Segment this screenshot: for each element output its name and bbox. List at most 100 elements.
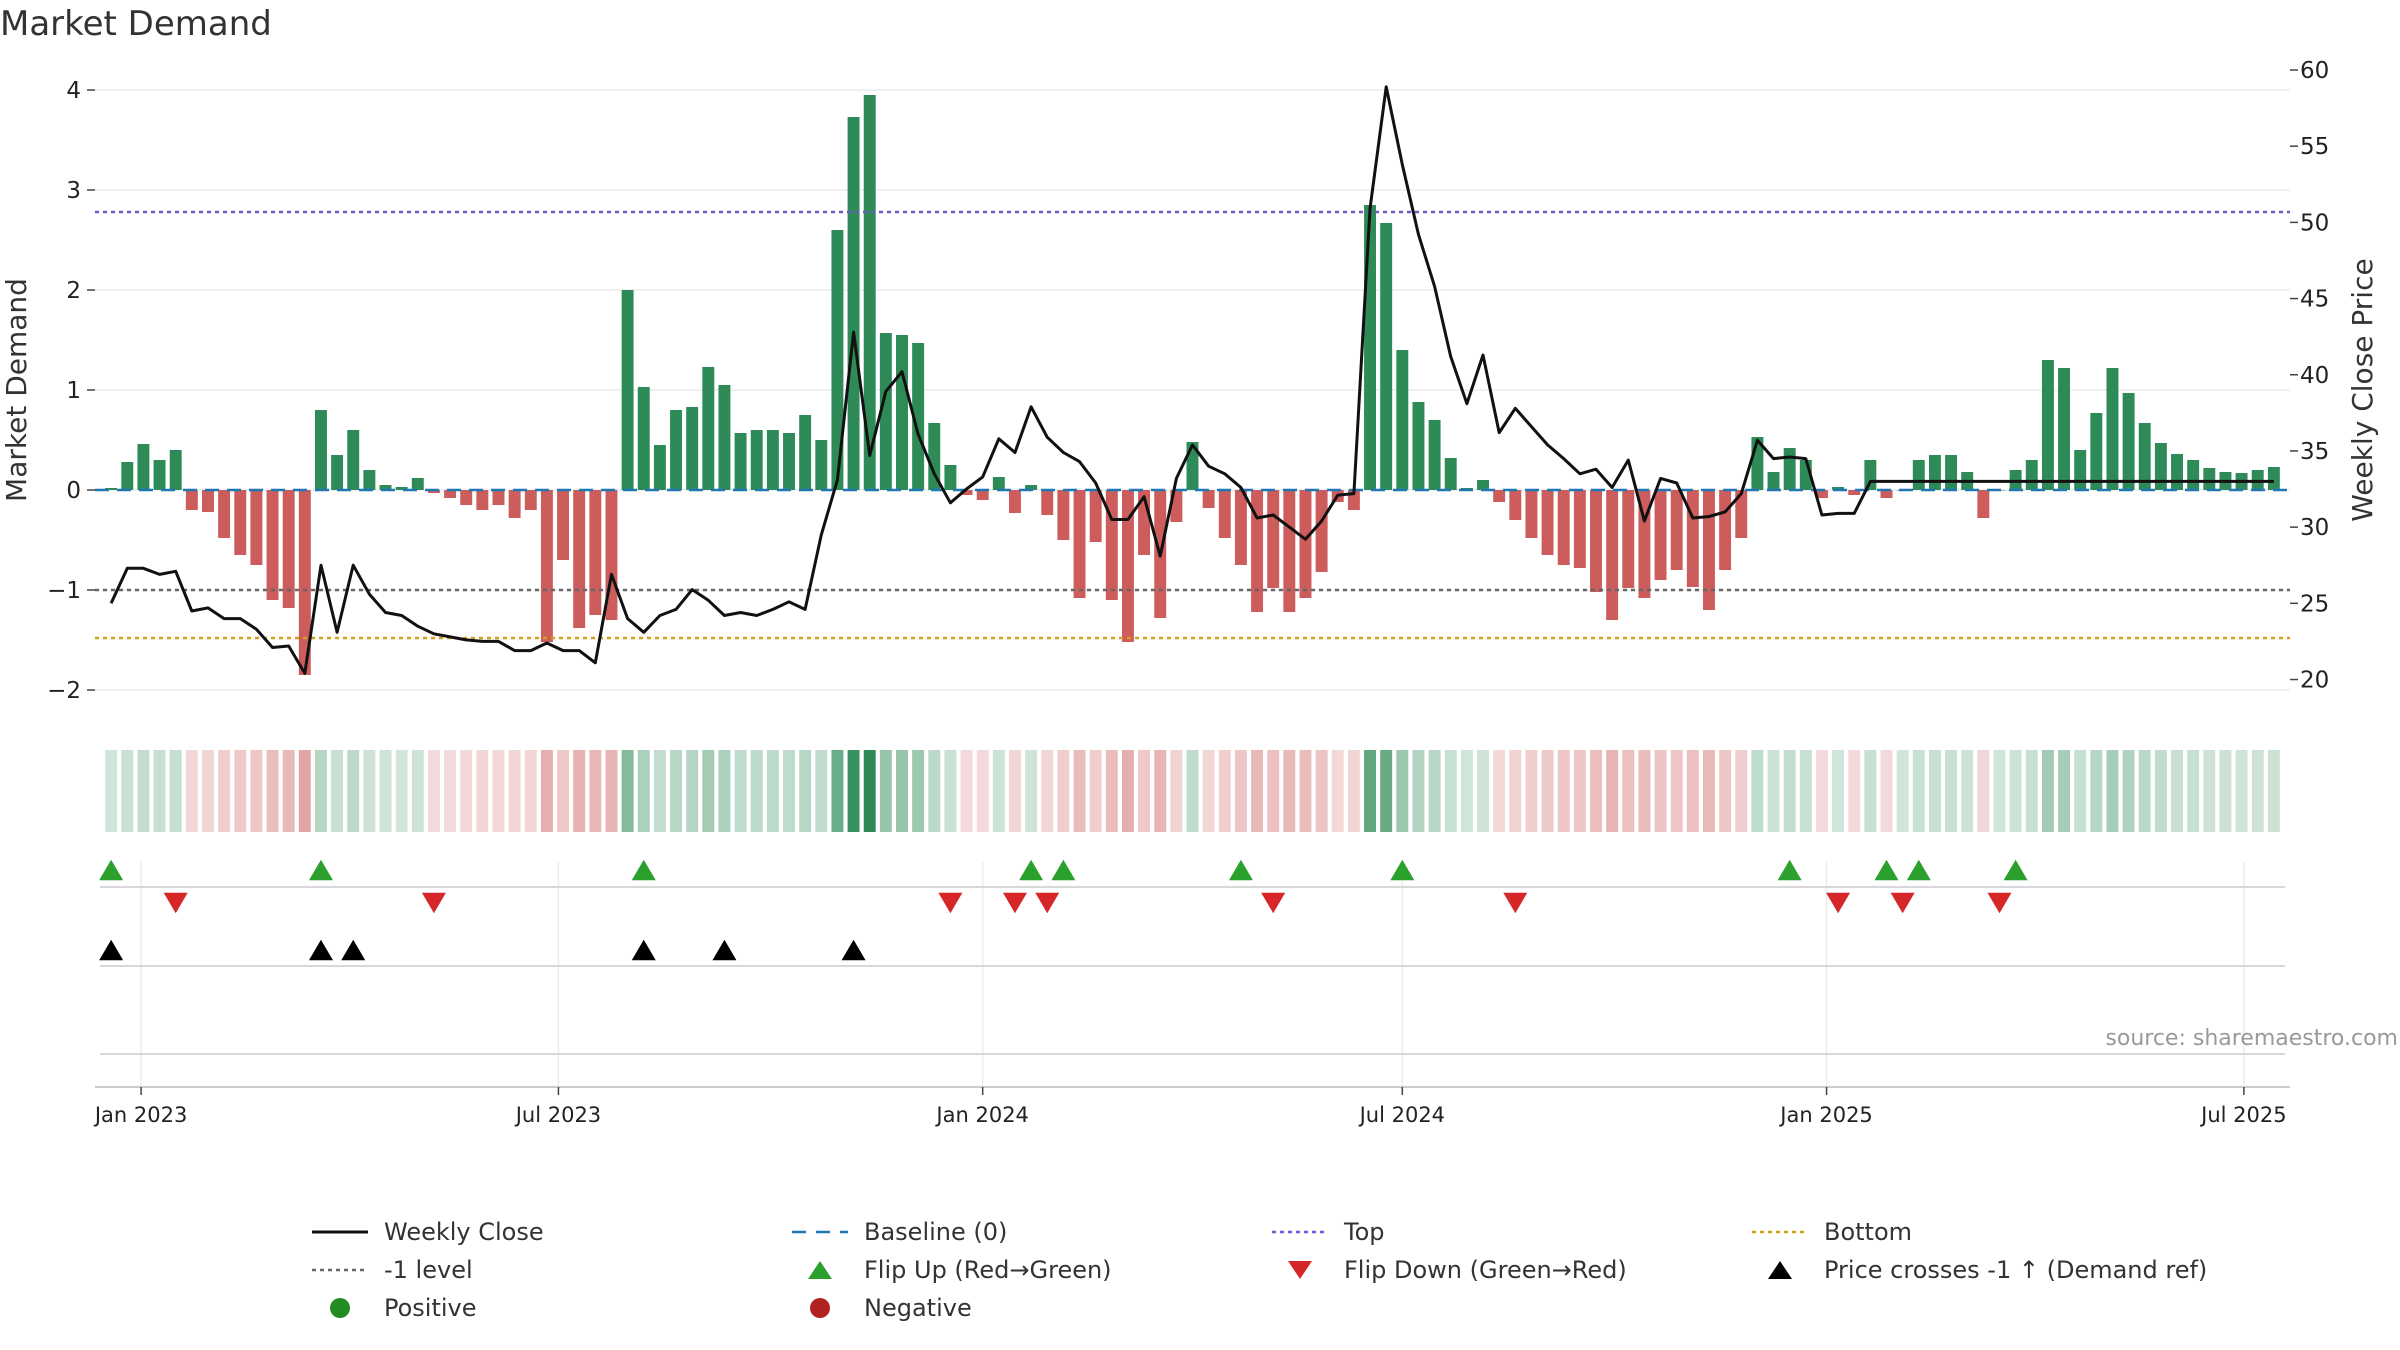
heat-strip-cell bbox=[670, 750, 683, 832]
price-cross-marker bbox=[99, 939, 124, 961]
demand-bar bbox=[1912, 460, 1925, 490]
heat-strip-cell bbox=[1783, 750, 1796, 832]
heat-strip-cell bbox=[218, 750, 231, 832]
demand-bar bbox=[863, 95, 876, 490]
demand-bar bbox=[347, 430, 360, 490]
legend-flip-up-swatch bbox=[790, 1258, 850, 1282]
heat-strip-cell bbox=[1509, 750, 1522, 832]
heat-strip-cell bbox=[718, 750, 731, 832]
demand-bar bbox=[1751, 437, 1764, 490]
demand-bar bbox=[992, 477, 1005, 490]
flip-up-marker bbox=[308, 859, 333, 881]
heat-strip-cell bbox=[1961, 750, 1974, 832]
demand-bar bbox=[1283, 490, 1296, 612]
heat-strip-cell bbox=[1089, 750, 1102, 832]
demand-bar bbox=[1783, 448, 1796, 490]
demand-bar bbox=[1622, 490, 1635, 588]
reference-levels bbox=[95, 210, 2290, 640]
heat-strip-cell bbox=[815, 750, 828, 832]
flip-up-marker bbox=[1390, 859, 1415, 881]
heat-strip-cell bbox=[2203, 750, 2216, 832]
demand-bar bbox=[1928, 455, 1941, 490]
heat-strip-cell bbox=[557, 750, 570, 832]
demand-bar bbox=[1299, 490, 1312, 598]
heat-strip-cell bbox=[1073, 750, 1086, 832]
flip-down-marker bbox=[1002, 892, 1027, 914]
demand-bar bbox=[2171, 454, 2183, 490]
heat-strip-cell bbox=[444, 750, 457, 832]
heat-strip-cell bbox=[1945, 750, 1958, 832]
heat-strip-cell bbox=[1154, 750, 1167, 832]
demand-bar bbox=[686, 407, 699, 490]
source-note: source: sharemaestro.com bbox=[2105, 1026, 2398, 1051]
demand-bar bbox=[1073, 490, 1086, 598]
heat-strip-cell bbox=[2009, 750, 2022, 832]
heat-strip-cell bbox=[2058, 750, 2071, 832]
axes: −2 −1 0 1 2 3 4 Market Demand 20 25 30 35 40 45 50 55 60… bbox=[0, 58, 2379, 704]
heat-strip-cell bbox=[1234, 750, 1247, 832]
heat-strip-cell bbox=[234, 750, 247, 832]
legend-bottom: Bottom bbox=[1750, 1218, 1912, 1246]
demand-bar bbox=[427, 490, 440, 493]
demand-bar bbox=[1428, 420, 1441, 490]
legend-minus-one-level-swatch bbox=[310, 1258, 370, 1282]
demand-bar bbox=[1138, 490, 1151, 555]
heat-strip-cell bbox=[1751, 750, 1764, 832]
legend-flip-down-label: Flip Down (Green→Red) bbox=[1344, 1256, 1627, 1284]
demand-bar bbox=[185, 490, 198, 510]
demand-bar bbox=[815, 440, 828, 490]
flip-up-marker bbox=[1051, 859, 1076, 881]
flip-down-marker bbox=[938, 892, 963, 914]
demand-bar bbox=[2058, 368, 2071, 490]
demand-bar bbox=[589, 490, 602, 615]
x-tick-label: Jan 2023 bbox=[93, 1103, 188, 1127]
legend-top-swatch bbox=[1270, 1220, 1330, 1244]
price-cross-marker bbox=[712, 939, 737, 961]
heat-strip-cell bbox=[411, 750, 424, 832]
heat-strip-cell bbox=[1460, 750, 1473, 832]
heat-strip-cell bbox=[621, 750, 634, 832]
heat-strip-cell bbox=[912, 750, 925, 832]
demand-bar bbox=[540, 490, 553, 642]
legend-price-crosses-swatch bbox=[1750, 1258, 1810, 1282]
heat-strip-cell bbox=[2106, 750, 2119, 832]
demand-bar bbox=[944, 465, 957, 490]
flip-down-marker bbox=[1503, 892, 1528, 914]
heat-strip-cell bbox=[1331, 750, 1344, 832]
demand-bar bbox=[218, 490, 231, 538]
demand-bar bbox=[702, 367, 715, 490]
heat-strip-cell bbox=[1573, 750, 1586, 832]
demand-bar bbox=[1041, 490, 1054, 515]
y-axis-label: Market Demand bbox=[0, 278, 33, 502]
heat-strip-cell bbox=[2041, 750, 2054, 832]
demand-bar bbox=[976, 490, 989, 500]
y2-tick-label: 25 bbox=[2300, 591, 2329, 617]
heat-strip-cell bbox=[1541, 750, 1554, 832]
heat-strip-cell bbox=[1025, 750, 1038, 832]
heat-strip-cell bbox=[1380, 750, 1393, 832]
heat-strip-cell bbox=[2138, 750, 2151, 832]
legend-baseline-label: Baseline (0) bbox=[864, 1218, 1008, 1246]
demand-bar bbox=[912, 343, 925, 490]
heat-strip-cell bbox=[1315, 750, 1328, 832]
legend-baseline: Baseline (0) bbox=[790, 1218, 1007, 1246]
demand-bar bbox=[1945, 455, 1958, 490]
y2-tick-label: 30 bbox=[2300, 515, 2329, 541]
heat-strip-cell bbox=[460, 750, 473, 832]
demand-bar bbox=[1315, 490, 1328, 572]
demand-bar bbox=[331, 455, 344, 490]
heat-strip-cell bbox=[1008, 750, 1021, 832]
demand-bar bbox=[444, 490, 457, 498]
demand-bar bbox=[879, 333, 892, 490]
legend-baseline-swatch bbox=[790, 1220, 850, 1244]
heat-strip-cell bbox=[508, 750, 521, 832]
flip-down-marker bbox=[1890, 892, 1915, 914]
demand-bar bbox=[928, 423, 941, 490]
flip-up-marker bbox=[2003, 859, 2028, 881]
heat-strip-cell bbox=[1686, 750, 1699, 832]
heat-strip-cell bbox=[1896, 750, 1909, 832]
demand-bar bbox=[1396, 350, 1409, 490]
legend-positive-swatch bbox=[310, 1296, 370, 1320]
demand-bar bbox=[379, 485, 392, 490]
demand-bar bbox=[411, 478, 424, 490]
